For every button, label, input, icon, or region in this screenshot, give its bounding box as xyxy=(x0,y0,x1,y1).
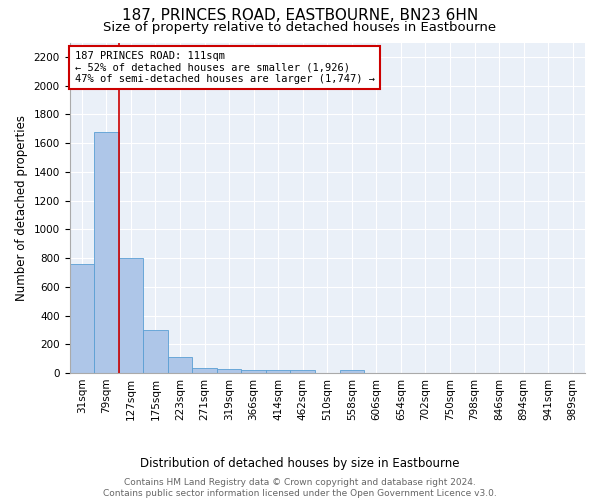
Bar xyxy=(94,132,119,373)
Bar xyxy=(290,370,315,373)
Text: 187 PRINCES ROAD: 111sqm
← 52% of detached houses are smaller (1,926)
47% of sem: 187 PRINCES ROAD: 111sqm ← 52% of detach… xyxy=(74,51,374,84)
Bar xyxy=(266,370,290,373)
Text: Contains HM Land Registry data © Crown copyright and database right 2024.
Contai: Contains HM Land Registry data © Crown c… xyxy=(103,478,497,498)
Bar xyxy=(70,264,94,373)
Bar xyxy=(340,370,364,373)
Bar xyxy=(192,368,217,373)
Bar xyxy=(168,357,192,373)
Bar xyxy=(143,330,168,373)
Text: Distribution of detached houses by size in Eastbourne: Distribution of detached houses by size … xyxy=(140,458,460,470)
Y-axis label: Number of detached properties: Number of detached properties xyxy=(15,115,28,301)
Bar xyxy=(119,258,143,373)
Bar xyxy=(217,369,241,373)
Bar xyxy=(241,370,266,373)
Text: 187, PRINCES ROAD, EASTBOURNE, BN23 6HN: 187, PRINCES ROAD, EASTBOURNE, BN23 6HN xyxy=(122,8,478,22)
Text: Size of property relative to detached houses in Eastbourne: Size of property relative to detached ho… xyxy=(103,21,497,34)
